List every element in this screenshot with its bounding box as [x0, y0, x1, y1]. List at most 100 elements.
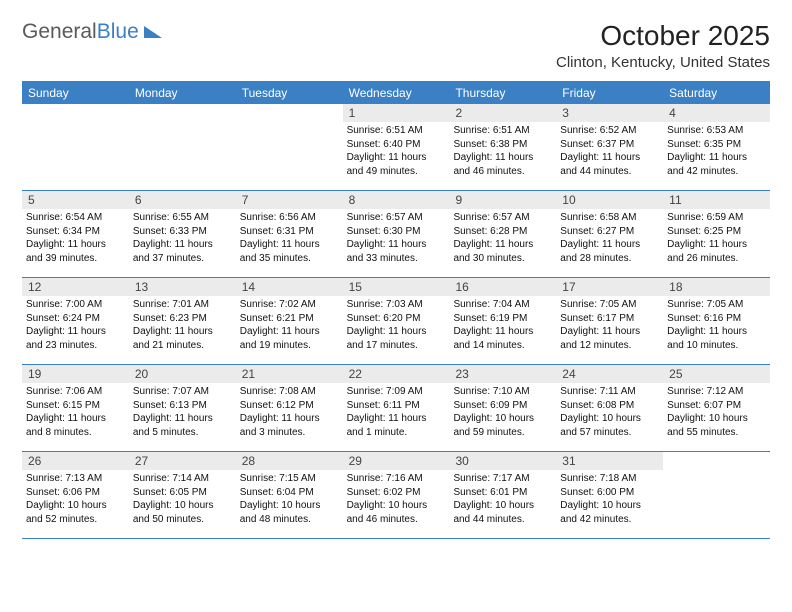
day-details: Sunrise: 7:12 AMSunset: 6:07 PMDaylight:… [663, 383, 770, 443]
day-number: 1 [343, 104, 450, 122]
day-details: Sunrise: 7:11 AMSunset: 6:08 PMDaylight:… [556, 383, 663, 443]
calendar-day: 10Sunrise: 6:58 AMSunset: 6:27 PMDayligh… [556, 191, 663, 277]
day-number: 17 [556, 278, 663, 296]
day-number: 2 [449, 104, 556, 122]
day-number: 31 [556, 452, 663, 470]
day-number: 3 [556, 104, 663, 122]
calendar-day: 18Sunrise: 7:05 AMSunset: 6:16 PMDayligh… [663, 278, 770, 364]
day-details: Sunrise: 7:01 AMSunset: 6:23 PMDaylight:… [129, 296, 236, 356]
day-number: 30 [449, 452, 556, 470]
title-block: October 2025 Clinton, Kentucky, United S… [556, 20, 770, 71]
calendar-week: 19Sunrise: 7:06 AMSunset: 6:15 PMDayligh… [22, 365, 770, 452]
day-number: 15 [343, 278, 450, 296]
calendar-week: 5Sunrise: 6:54 AMSunset: 6:34 PMDaylight… [22, 191, 770, 278]
day-number: 20 [129, 365, 236, 383]
calendar-day: 28Sunrise: 7:15 AMSunset: 6:04 PMDayligh… [236, 452, 343, 538]
day-number: 7 [236, 191, 343, 209]
day-details: Sunrise: 7:09 AMSunset: 6:11 PMDaylight:… [343, 383, 450, 443]
day-details: Sunrise: 7:05 AMSunset: 6:16 PMDaylight:… [663, 296, 770, 356]
calendar: SundayMondayTuesdayWednesdayThursdayFrid… [22, 81, 770, 539]
day-details: Sunrise: 6:57 AMSunset: 6:30 PMDaylight:… [343, 209, 450, 269]
day-details: Sunrise: 7:17 AMSunset: 6:01 PMDaylight:… [449, 470, 556, 530]
calendar-day: 14Sunrise: 7:02 AMSunset: 6:21 PMDayligh… [236, 278, 343, 364]
location: Clinton, Kentucky, United States [556, 54, 770, 71]
day-details: Sunrise: 7:00 AMSunset: 6:24 PMDaylight:… [22, 296, 129, 356]
day-details: Sunrise: 7:06 AMSunset: 6:15 PMDaylight:… [22, 383, 129, 443]
header: GeneralBlue October 2025 Clinton, Kentuc… [22, 20, 770, 71]
calendar-day: 12Sunrise: 7:00 AMSunset: 6:24 PMDayligh… [22, 278, 129, 364]
calendar-day: 3Sunrise: 6:52 AMSunset: 6:37 PMDaylight… [556, 104, 663, 190]
calendar-day: 4Sunrise: 6:53 AMSunset: 6:35 PMDaylight… [663, 104, 770, 190]
calendar-day: 19Sunrise: 7:06 AMSunset: 6:15 PMDayligh… [22, 365, 129, 451]
weekday-header: Wednesday [343, 82, 450, 104]
day-details: Sunrise: 6:54 AMSunset: 6:34 PMDaylight:… [22, 209, 129, 269]
day-details: Sunrise: 7:03 AMSunset: 6:20 PMDaylight:… [343, 296, 450, 356]
day-details: Sunrise: 6:59 AMSunset: 6:25 PMDaylight:… [663, 209, 770, 269]
calendar-day: 15Sunrise: 7:03 AMSunset: 6:20 PMDayligh… [343, 278, 450, 364]
calendar-day: 8Sunrise: 6:57 AMSunset: 6:30 PMDaylight… [343, 191, 450, 277]
calendar-week: 12Sunrise: 7:00 AMSunset: 6:24 PMDayligh… [22, 278, 770, 365]
calendar-day: 27Sunrise: 7:14 AMSunset: 6:05 PMDayligh… [129, 452, 236, 538]
day-number: 16 [449, 278, 556, 296]
calendar-day: 5Sunrise: 6:54 AMSunset: 6:34 PMDaylight… [22, 191, 129, 277]
day-number: 14 [236, 278, 343, 296]
day-number: 25 [663, 365, 770, 383]
calendar-day: 23Sunrise: 7:10 AMSunset: 6:09 PMDayligh… [449, 365, 556, 451]
day-details: Sunrise: 6:51 AMSunset: 6:40 PMDaylight:… [343, 122, 450, 182]
calendar-day: 26Sunrise: 7:13 AMSunset: 6:06 PMDayligh… [22, 452, 129, 538]
calendar-day: 9Sunrise: 6:57 AMSunset: 6:28 PMDaylight… [449, 191, 556, 277]
day-details: Sunrise: 7:07 AMSunset: 6:13 PMDaylight:… [129, 383, 236, 443]
calendar-day: 30Sunrise: 7:17 AMSunset: 6:01 PMDayligh… [449, 452, 556, 538]
logo: GeneralBlue [22, 20, 162, 44]
month-title: October 2025 [556, 20, 770, 52]
day-number: 4 [663, 104, 770, 122]
day-details: Sunrise: 7:14 AMSunset: 6:05 PMDaylight:… [129, 470, 236, 530]
calendar-day: 2Sunrise: 6:51 AMSunset: 6:38 PMDaylight… [449, 104, 556, 190]
calendar-day: 7Sunrise: 6:56 AMSunset: 6:31 PMDaylight… [236, 191, 343, 277]
logo-triangle-icon [144, 26, 162, 38]
weekday-header-row: SundayMondayTuesdayWednesdayThursdayFrid… [22, 82, 770, 104]
calendar-day: 6Sunrise: 6:55 AMSunset: 6:33 PMDaylight… [129, 191, 236, 277]
calendar-day: 17Sunrise: 7:05 AMSunset: 6:17 PMDayligh… [556, 278, 663, 364]
day-number: 23 [449, 365, 556, 383]
day-details: Sunrise: 7:16 AMSunset: 6:02 PMDaylight:… [343, 470, 450, 530]
calendar-day [236, 104, 343, 190]
day-details: Sunrise: 7:13 AMSunset: 6:06 PMDaylight:… [22, 470, 129, 530]
day-details: Sunrise: 7:02 AMSunset: 6:21 PMDaylight:… [236, 296, 343, 356]
day-number: 27 [129, 452, 236, 470]
day-number: 18 [663, 278, 770, 296]
calendar-weeks: 1Sunrise: 6:51 AMSunset: 6:40 PMDaylight… [22, 104, 770, 539]
day-number: 6 [129, 191, 236, 209]
day-number: 29 [343, 452, 450, 470]
weekday-header: Monday [129, 82, 236, 104]
day-number: 13 [129, 278, 236, 296]
day-details: Sunrise: 7:10 AMSunset: 6:09 PMDaylight:… [449, 383, 556, 443]
calendar-day: 31Sunrise: 7:18 AMSunset: 6:00 PMDayligh… [556, 452, 663, 538]
calendar-day: 21Sunrise: 7:08 AMSunset: 6:12 PMDayligh… [236, 365, 343, 451]
day-number: 19 [22, 365, 129, 383]
day-details: Sunrise: 6:53 AMSunset: 6:35 PMDaylight:… [663, 122, 770, 182]
day-number: 26 [22, 452, 129, 470]
weekday-header: Friday [556, 82, 663, 104]
day-number: 12 [22, 278, 129, 296]
calendar-day: 24Sunrise: 7:11 AMSunset: 6:08 PMDayligh… [556, 365, 663, 451]
calendar-day: 20Sunrise: 7:07 AMSunset: 6:13 PMDayligh… [129, 365, 236, 451]
day-details: Sunrise: 6:51 AMSunset: 6:38 PMDaylight:… [449, 122, 556, 182]
day-number: 21 [236, 365, 343, 383]
day-details: Sunrise: 7:15 AMSunset: 6:04 PMDaylight:… [236, 470, 343, 530]
day-details: Sunrise: 7:04 AMSunset: 6:19 PMDaylight:… [449, 296, 556, 356]
calendar-day [22, 104, 129, 190]
day-details: Sunrise: 6:55 AMSunset: 6:33 PMDaylight:… [129, 209, 236, 269]
day-details: Sunrise: 6:58 AMSunset: 6:27 PMDaylight:… [556, 209, 663, 269]
weekday-header: Tuesday [236, 82, 343, 104]
calendar-day: 13Sunrise: 7:01 AMSunset: 6:23 PMDayligh… [129, 278, 236, 364]
day-number: 10 [556, 191, 663, 209]
calendar-day: 22Sunrise: 7:09 AMSunset: 6:11 PMDayligh… [343, 365, 450, 451]
logo-text-general: GeneralBlue [22, 20, 139, 44]
day-details: Sunrise: 7:05 AMSunset: 6:17 PMDaylight:… [556, 296, 663, 356]
day-details: Sunrise: 6:52 AMSunset: 6:37 PMDaylight:… [556, 122, 663, 182]
day-details: Sunrise: 6:56 AMSunset: 6:31 PMDaylight:… [236, 209, 343, 269]
calendar-week: 26Sunrise: 7:13 AMSunset: 6:06 PMDayligh… [22, 452, 770, 539]
day-details: Sunrise: 6:57 AMSunset: 6:28 PMDaylight:… [449, 209, 556, 269]
day-details: Sunrise: 7:18 AMSunset: 6:00 PMDaylight:… [556, 470, 663, 530]
